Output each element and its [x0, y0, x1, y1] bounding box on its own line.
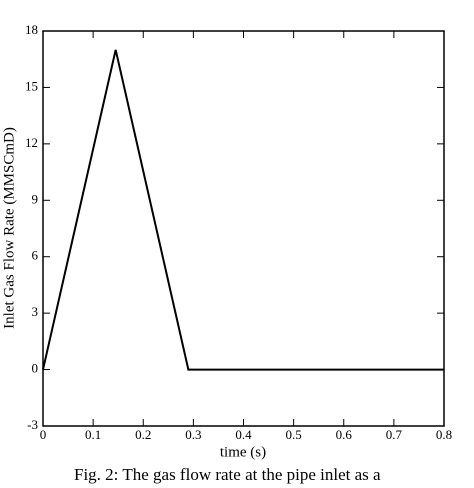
- x-tick-label: 0.6: [336, 427, 353, 442]
- plot-frame: [42, 30, 445, 427]
- y-axis-label: Inlet Gas Flow Rate (MMSCmD): [1, 127, 17, 329]
- x-tick-label: 0.4: [235, 427, 252, 442]
- x-tick-label: 0: [40, 427, 47, 442]
- x-tick-label: 0.3: [185, 427, 201, 442]
- y-tick-label: 12: [25, 135, 38, 150]
- x-tick-label: 0.7: [386, 427, 403, 442]
- y-tick-label: 15: [25, 78, 38, 93]
- x-tick-label: 0.8: [436, 427, 452, 442]
- y-tick-label: 18: [25, 22, 38, 37]
- y-tick-label: 6: [32, 248, 39, 263]
- x-tick-label: 0.2: [135, 427, 151, 442]
- y-tick-label: 0: [32, 361, 39, 376]
- y-tick-label: -3: [27, 417, 38, 432]
- x-axis-label: time (s): [220, 444, 266, 460]
- x-tick-label: 0.1: [85, 427, 101, 442]
- caption: Fig. 2: The gas flow rate at the pipe in…: [74, 465, 381, 484]
- y-tick-label: 3: [32, 304, 39, 319]
- y-tick-label: 9: [32, 191, 39, 206]
- data-line: [42, 49, 444, 371]
- x-tick-label: 0.5: [286, 427, 302, 442]
